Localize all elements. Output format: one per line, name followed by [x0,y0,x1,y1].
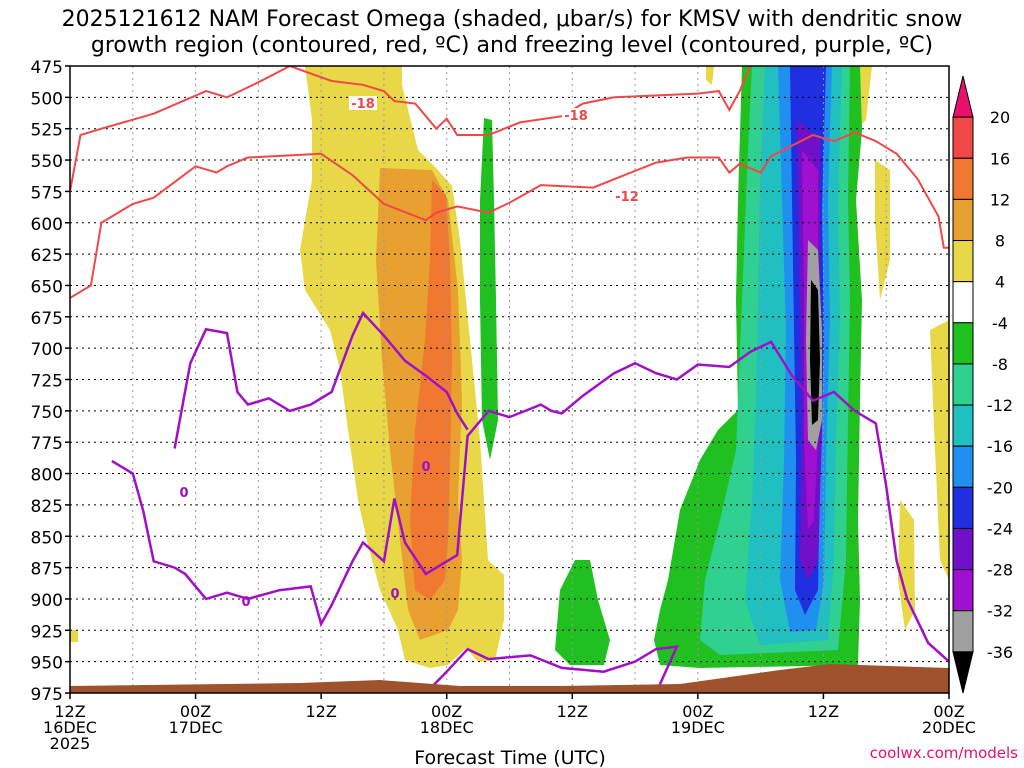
y-tick-label: 475 [31,58,63,78]
y-tick-label: 750 [31,403,63,423]
freezing-level-west-loop [173,310,469,449]
omega-blob [410,180,452,600]
colorbar-label: -4 [992,314,1008,333]
colorbar-label: -8 [992,355,1008,374]
y-tick-label: 550 [31,152,63,172]
omega-blob [70,630,78,642]
y-tick-label: 575 [31,183,63,203]
x-tick-label: 18DEC [420,718,474,737]
contour-label-zero: 0 [421,460,430,475]
y-tick-label: 775 [31,434,63,454]
colorbar-swatch [952,198,974,242]
contour-label-minus18: -18 [564,109,588,124]
freezing-level-lower-loop [424,645,679,693]
y-tick-label: 625 [31,246,63,266]
colorbar-swatch [952,240,974,283]
x-tick-label: 12Z [305,702,336,721]
colorbar-swatch [952,281,974,324]
contour-label-minus18: -18 [351,97,375,112]
x-tick-label: 20DEC [922,718,976,737]
colorbar: 20 16 12 8 4 -4 -8 -12 -16 -20 -24 -28 -32 -36 [952,75,1013,694]
contour-label-zero: 0 [390,587,399,602]
colorbar-swatch [952,322,974,365]
contour-lines [70,66,949,693]
colorbar-swatch [952,445,974,488]
x-tick-label: 00Z [180,702,211,721]
y-tick-label: 975 [31,685,63,705]
y-tick-label: 700 [31,340,63,360]
colorbar-label: 4 [995,273,1005,292]
dgz-minus12-contour [70,131,949,299]
x-tick-label: 17DEC [169,718,223,737]
x-axis-label: Forecast Time (UTC) [414,747,605,768]
colorbar-label: 20 [990,108,1010,127]
colorbar-label: -12 [987,396,1013,415]
colorbar-label: -36 [987,643,1013,662]
colorbar-label: -24 [987,519,1013,538]
terrain-ground [70,664,949,693]
colorbar-swatch [952,527,974,571]
credit-text: coolwx.com/models [870,744,1018,762]
dgz-minus18-contour [70,66,752,192]
omega-blob [480,118,498,460]
omega-blob [810,280,820,425]
colorbar-swatch [952,486,974,529]
colorbar-cap-top [952,75,974,118]
x-tick-label: 00Z [933,702,964,721]
y-tick-label: 525 [31,121,63,141]
omega-shading [70,66,949,668]
omega-blob [930,320,949,580]
y-tick-label: 725 [31,372,63,392]
colorbar-label: 8 [995,232,1005,251]
colorbar-cap-bottom [952,651,974,694]
y-tick-label: 875 [31,560,63,580]
contour-label-zero: 0 [179,486,188,501]
y-tick-label: 825 [31,497,63,517]
y-tick-label: 950 [31,654,63,674]
colorbar-swatch [952,157,974,200]
x-tick-label: 00Z [682,702,713,721]
contour-labels: -18 -18 -12 0 0 0 0 [179,96,641,610]
y-tick-label: 800 [31,466,63,486]
y-tick-label: 500 [31,89,63,109]
x-tick-label: 2025 [50,734,91,753]
omega-blob [898,500,915,630]
contour-label-zero: 0 [241,595,250,610]
colorbar-label: -16 [987,437,1013,456]
y-tick-label: 675 [31,309,63,329]
contour-label-minus12: -12 [615,190,639,205]
x-tick-label: 12Z [54,702,85,721]
colorbar-label: 16 [990,149,1010,168]
y-tick-label: 600 [31,215,63,235]
x-tick-label: 19DEC [671,718,725,737]
y-tick-label: 650 [31,277,63,297]
x-tick-label: 00Z [431,702,462,721]
colorbar-swatch [952,610,974,653]
chart-title-line2: growth region (contoured, red, ºC) and f… [91,33,933,58]
colorbar-swatch [952,363,974,406]
colorbar-label: -32 [987,602,1013,621]
colorbar-swatch [952,116,974,159]
freezing-level-contour [111,340,949,663]
x-tick-label: 12Z [808,702,839,721]
y-axis: 475 500 525 550 575 600 625 650 675 700 725 750 775 8… [31,58,70,705]
colorbar-label: 12 [990,190,1010,209]
y-tick-label: 900 [31,591,63,611]
y-tick-label: 850 [31,528,63,548]
chart-title-line1: 2025121612 NAM Forecast Omega (shaded, μ… [62,7,963,32]
colorbar-label: -20 [987,478,1013,497]
y-tick-label: 925 [31,622,63,642]
colorbar-swatch [952,404,974,447]
colorbar-label: -28 [987,561,1013,580]
omega-blob [706,66,714,85]
x-tick-label: 12Z [557,702,588,721]
colorbar-swatch [952,569,974,612]
omega-blob [555,560,610,665]
x-tick-label: 16DEC [43,718,97,737]
